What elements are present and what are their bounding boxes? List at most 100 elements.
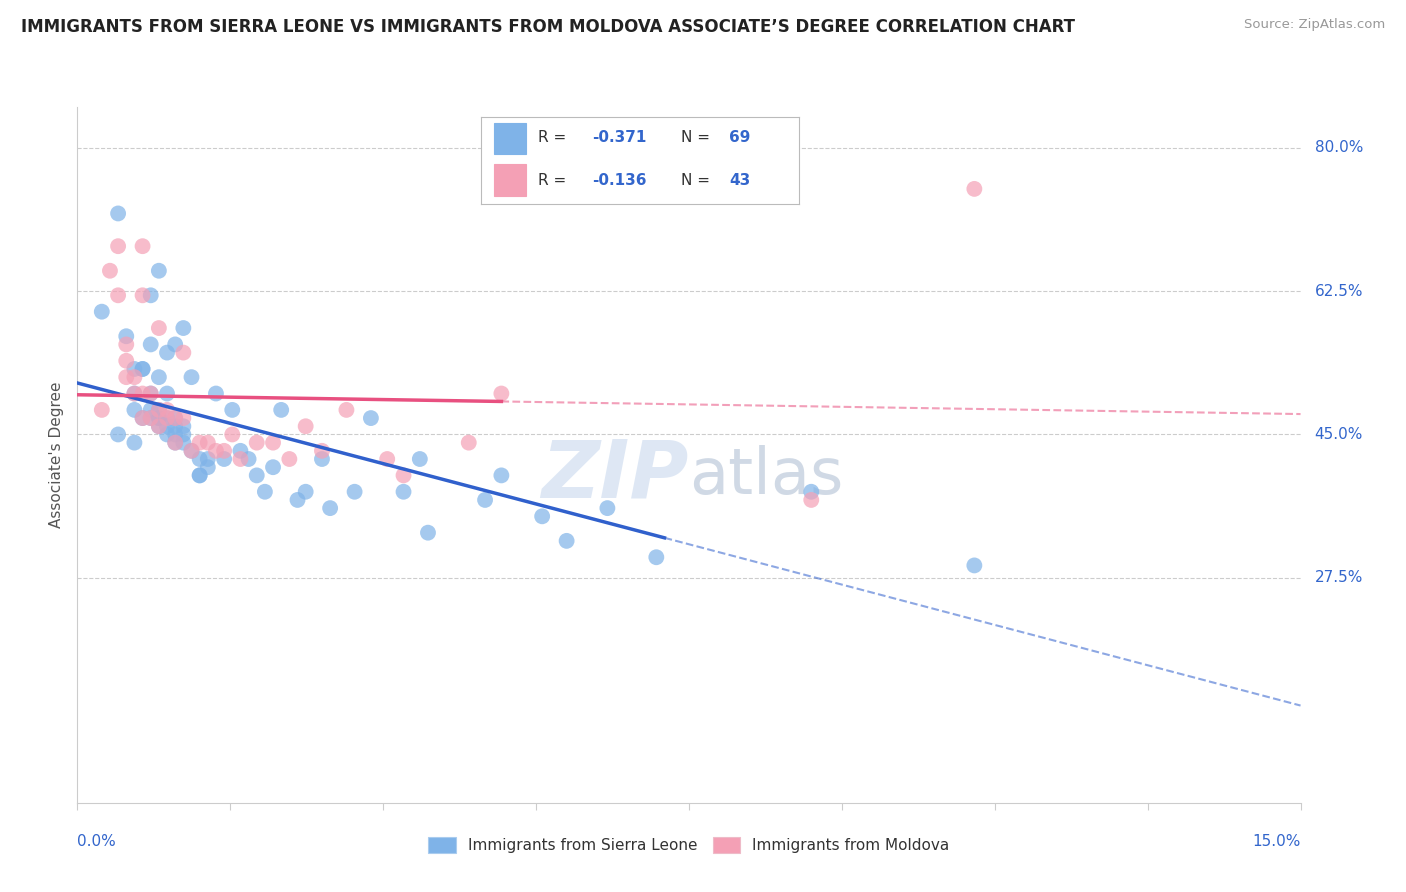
Point <box>392 484 415 499</box>
Text: 80.0%: 80.0% <box>1315 140 1362 155</box>
Point <box>294 419 316 434</box>
Point <box>963 182 986 196</box>
Point <box>156 411 179 425</box>
Text: 0.0%: 0.0% <box>77 834 117 849</box>
Point <box>139 403 162 417</box>
Point <box>246 435 269 450</box>
Point <box>115 353 138 368</box>
Point <box>212 452 235 467</box>
Point <box>139 288 162 302</box>
Point <box>131 386 153 401</box>
Point <box>107 288 129 302</box>
Point <box>148 411 170 425</box>
Point <box>165 427 187 442</box>
Point <box>131 362 153 376</box>
Point <box>98 264 121 278</box>
Point <box>409 452 432 467</box>
Point <box>188 452 211 467</box>
Text: atlas: atlas <box>689 445 844 507</box>
Point <box>131 362 153 376</box>
Point <box>165 435 187 450</box>
Point <box>139 386 162 401</box>
Point <box>596 501 619 516</box>
Point <box>491 468 513 483</box>
Text: Source: ZipAtlas.com: Source: ZipAtlas.com <box>1244 18 1385 31</box>
Legend: Immigrants from Sierra Leone, Immigrants from Moldova: Immigrants from Sierra Leone, Immigrants… <box>422 831 956 859</box>
Point <box>172 321 194 335</box>
Point <box>229 452 252 467</box>
Point <box>253 484 276 499</box>
Point <box>963 558 986 573</box>
Point <box>139 386 162 401</box>
Point <box>148 419 170 434</box>
Point <box>165 419 187 434</box>
Point <box>457 435 479 450</box>
Point <box>139 337 162 351</box>
Point <box>188 435 211 450</box>
Point <box>278 452 301 467</box>
Point <box>148 321 170 335</box>
Text: ZIP: ZIP <box>541 437 689 515</box>
Point <box>107 427 129 442</box>
Text: 27.5%: 27.5% <box>1315 570 1362 585</box>
Point <box>124 386 146 401</box>
Point <box>156 386 179 401</box>
Point <box>238 452 260 467</box>
Point <box>221 403 243 417</box>
Point <box>205 386 228 401</box>
Point <box>124 370 146 384</box>
Point <box>188 468 211 483</box>
Point <box>148 419 170 434</box>
Point <box>392 468 415 483</box>
Point <box>124 435 146 450</box>
Point <box>148 411 170 425</box>
Point <box>148 370 170 384</box>
Point <box>800 492 823 507</box>
Y-axis label: Associate's Degree: Associate's Degree <box>49 382 65 528</box>
Point <box>148 403 170 417</box>
Point <box>180 443 202 458</box>
Point <box>172 419 194 434</box>
Point <box>262 460 284 475</box>
Point <box>180 443 202 458</box>
Point <box>311 443 333 458</box>
Point <box>90 403 112 417</box>
Point <box>156 411 179 425</box>
Point <box>197 452 219 467</box>
Text: 15.0%: 15.0% <box>1253 834 1301 849</box>
Point <box>311 452 333 467</box>
Point <box>172 345 194 359</box>
Point <box>115 337 138 351</box>
Point <box>360 411 382 425</box>
Point <box>375 452 398 467</box>
Point <box>319 501 342 516</box>
Text: 62.5%: 62.5% <box>1315 284 1362 299</box>
Point <box>246 468 269 483</box>
Point <box>156 427 179 442</box>
Point <box>531 509 554 524</box>
Point <box>165 435 187 450</box>
Point <box>156 345 179 359</box>
Point <box>212 443 235 458</box>
Point <box>800 484 823 499</box>
Point <box>205 443 228 458</box>
Point <box>491 386 513 401</box>
Point <box>270 403 292 417</box>
Point <box>131 411 153 425</box>
Point <box>107 206 129 220</box>
Point <box>90 304 112 318</box>
Point <box>343 484 366 499</box>
Point <box>180 370 202 384</box>
Point <box>645 550 668 565</box>
Point <box>474 492 496 507</box>
Point <box>172 427 194 442</box>
Point <box>172 435 194 450</box>
Point <box>115 370 138 384</box>
Point <box>555 533 578 548</box>
Point <box>287 492 309 507</box>
Point <box>165 337 187 351</box>
Point <box>131 288 153 302</box>
Point <box>335 403 357 417</box>
Point <box>124 386 146 401</box>
Point <box>229 443 252 458</box>
